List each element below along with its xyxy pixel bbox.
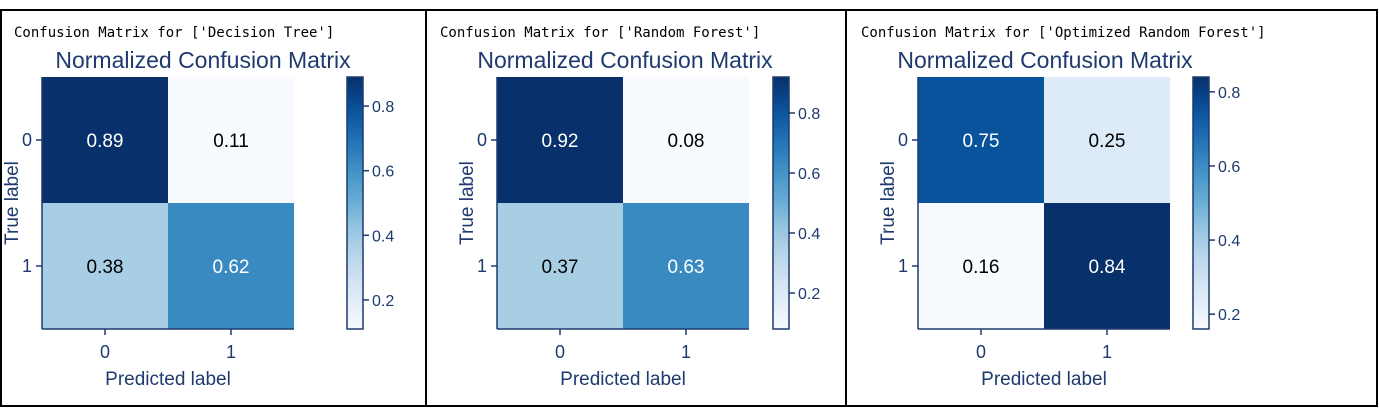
heatmap-cell bbox=[918, 77, 1044, 203]
colorbar-tick-label: 0.6 bbox=[1218, 159, 1240, 176]
y-tick-label: 0 bbox=[22, 130, 32, 150]
chart-title: Normalized Confusion Matrix bbox=[477, 47, 773, 73]
colorbar-tick-label: 0.2 bbox=[1218, 307, 1240, 324]
x-axis-label: Predicted label bbox=[560, 369, 686, 390]
heatmap-cell bbox=[168, 77, 294, 203]
y-tick-label: 0 bbox=[898, 130, 908, 150]
heatmap-cell bbox=[497, 77, 623, 203]
heatmap-cell bbox=[168, 203, 294, 329]
cell-value-label: 0.08 bbox=[668, 131, 705, 152]
heatmap-cell bbox=[623, 77, 749, 203]
colorbar-tick-label: 0.2 bbox=[372, 293, 394, 310]
x-axis-label: Predicted label bbox=[981, 369, 1107, 390]
cell-value-label: 0.38 bbox=[87, 257, 124, 278]
x-tick-label: 0 bbox=[100, 342, 110, 362]
colorbar-tick-label: 0.8 bbox=[798, 106, 820, 123]
y-tick-label: 1 bbox=[22, 256, 32, 276]
colorbar-tick-label: 0.4 bbox=[798, 226, 820, 243]
panel-random-forest: Confusion Matrix for ['Random Forest'] N… bbox=[440, 25, 820, 390]
cell-value-label: 0.84 bbox=[1089, 257, 1126, 278]
cell-value-label: 0.75 bbox=[963, 131, 1000, 152]
colorbar-tick-label: 0.8 bbox=[1218, 85, 1240, 102]
x-tick-label: 0 bbox=[976, 342, 986, 362]
x-tick-label: 1 bbox=[1102, 342, 1112, 362]
heatmap-cell bbox=[42, 203, 168, 329]
heatmap-cell bbox=[1044, 77, 1170, 203]
y-tick-label: 1 bbox=[477, 256, 487, 276]
colorbar-tick-label: 0.6 bbox=[372, 164, 394, 181]
cell-value-label: 0.16 bbox=[963, 257, 1000, 278]
cell-value-label: 0.63 bbox=[668, 257, 705, 278]
x-tick-label: 1 bbox=[226, 342, 236, 362]
x-tick-label: 0 bbox=[555, 342, 565, 362]
chart-title: Normalized Confusion Matrix bbox=[897, 47, 1193, 73]
cell-value-label: 0.11 bbox=[213, 131, 249, 152]
colorbar bbox=[772, 76, 790, 330]
heatmap-cell bbox=[918, 203, 1044, 329]
y-axis-label: True label bbox=[878, 161, 899, 245]
colorbar-tick-label: 0.8 bbox=[372, 99, 394, 116]
heatmap-cell bbox=[497, 203, 623, 329]
panel-caption: Confusion Matrix for ['Random Forest'] bbox=[440, 25, 760, 41]
y-tick-label: 0 bbox=[477, 130, 487, 150]
cell-value-label: 0.37 bbox=[542, 257, 579, 278]
heatmap-cell bbox=[1044, 203, 1170, 329]
chart-title: Normalized Confusion Matrix bbox=[55, 47, 351, 73]
cell-value-label: 0.89 bbox=[87, 131, 124, 152]
colorbar bbox=[346, 76, 364, 330]
cell-value-label: 0.62 bbox=[213, 257, 250, 278]
y-tick-label: 1 bbox=[898, 256, 908, 276]
panel-border-optimized-random-forest bbox=[845, 9, 1378, 407]
colorbar-tick-label: 0.4 bbox=[372, 228, 394, 245]
y-axis-label: True label bbox=[2, 161, 23, 245]
heatmap-cell bbox=[42, 77, 168, 203]
x-axis-label: Predicted label bbox=[105, 369, 231, 390]
cell-value-label: 0.25 bbox=[1089, 131, 1126, 152]
colorbar-tick-label: 0.6 bbox=[798, 166, 820, 183]
panel-caption: Confusion Matrix for ['Decision Tree'] bbox=[14, 25, 334, 41]
colorbar-tick-label: 0.4 bbox=[1218, 233, 1240, 250]
heatmap-cell bbox=[623, 203, 749, 329]
colorbar-tick-label: 0.2 bbox=[798, 286, 820, 303]
panel-decision-tree: Confusion Matrix for ['Decision Tree'] N… bbox=[2, 25, 394, 390]
cell-value-label: 0.92 bbox=[542, 131, 579, 152]
y-axis-label: True label bbox=[457, 161, 478, 245]
panel-optimized-random-forest: Confusion Matrix for ['Optimized Random … bbox=[861, 25, 1266, 390]
colorbar bbox=[1192, 76, 1210, 330]
panel-caption: Confusion Matrix for ['Optimized Random … bbox=[861, 25, 1266, 41]
x-tick-label: 1 bbox=[681, 342, 691, 362]
